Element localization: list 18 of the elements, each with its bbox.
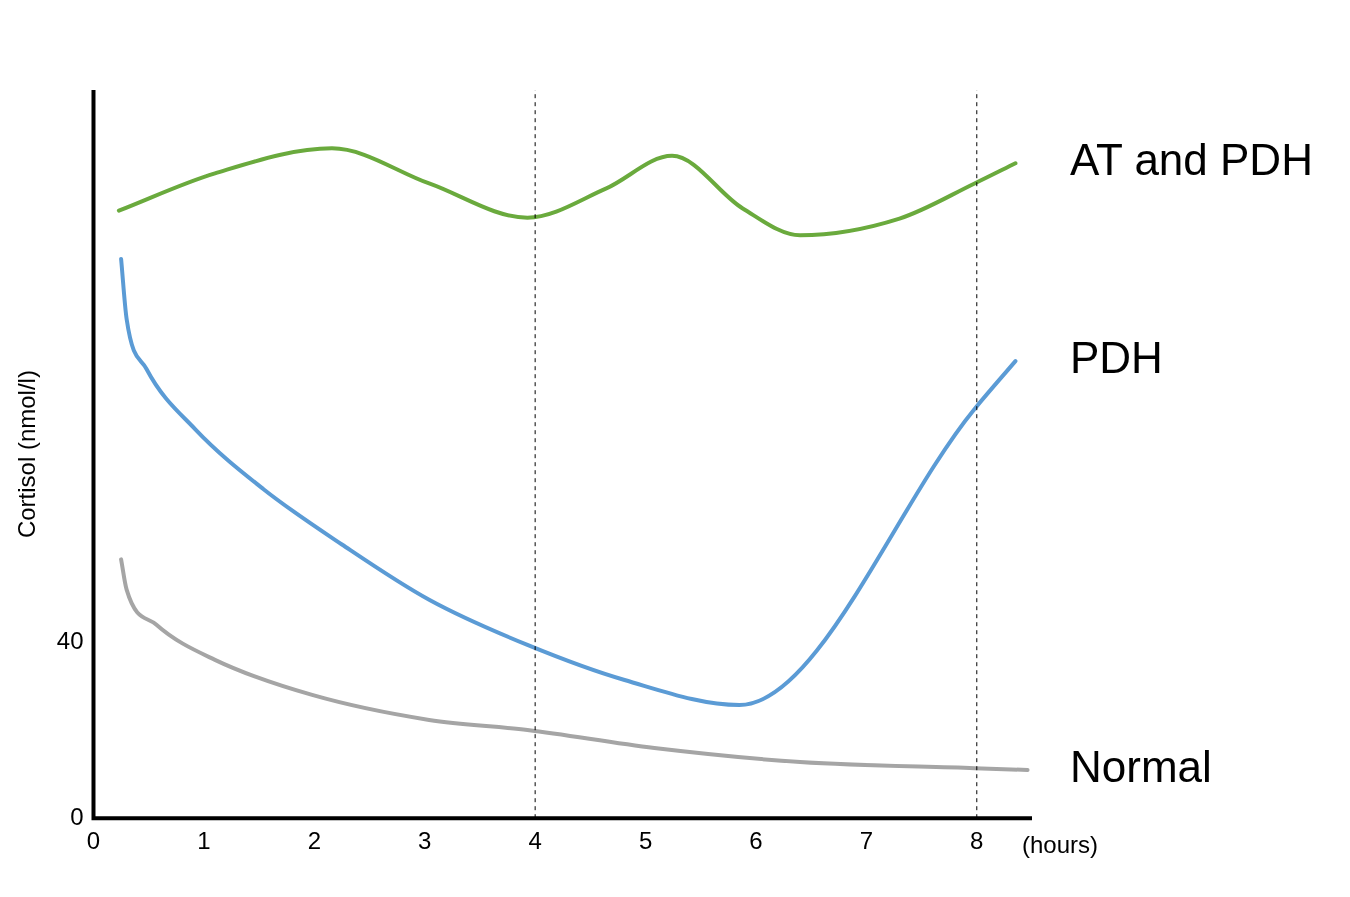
- x-tick-label: 6: [749, 827, 763, 855]
- line-series: [119, 256, 1018, 708]
- line-series: [119, 557, 1030, 772]
- x-axis-title: (hours): [1022, 830, 1099, 858]
- x-tick-label: 8: [970, 827, 984, 855]
- x-tick-label: 1: [197, 827, 211, 855]
- x-tick-label: 4: [528, 827, 542, 855]
- series-label: PDH: [1070, 333, 1163, 383]
- x-tick-label: 0: [86, 827, 101, 855]
- line-series: [116, 146, 1018, 238]
- x-tick-label: 7: [859, 827, 874, 855]
- series-label: Normal: [1070, 742, 1212, 792]
- y-axis-title: Cortisol (nmol/l): [13, 370, 41, 539]
- x-tick-label: 3: [418, 827, 432, 855]
- series-label: AT and PDH: [1070, 135, 1313, 185]
- x-tick-label: 2: [307, 827, 321, 855]
- x-tick-label: 5: [638, 827, 653, 855]
- y-tick-label: 40: [56, 627, 84, 655]
